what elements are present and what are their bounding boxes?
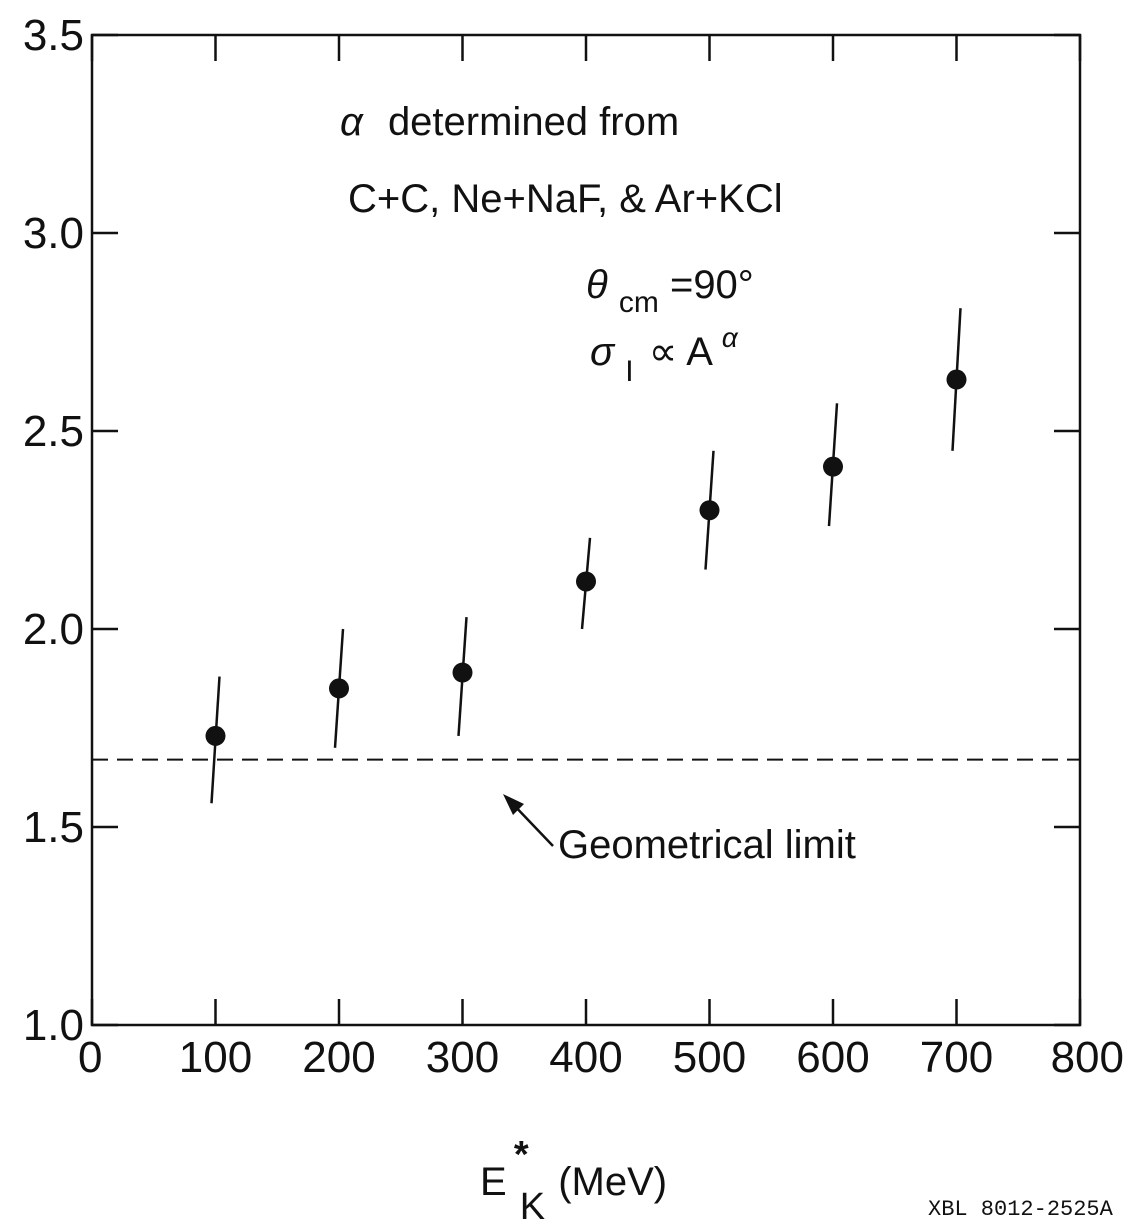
y-tick-label: 2.5	[23, 407, 84, 456]
sigma-superscript: α	[722, 322, 739, 353]
y-tick-label: 1.5	[23, 803, 84, 852]
data-point	[699, 450, 720, 570]
x-axis-label-subscript: K	[520, 1186, 545, 1227]
sigma-subscript: I	[625, 355, 633, 388]
y-tick-label: 3.5	[23, 11, 84, 60]
x-tick-label: 700	[920, 1033, 993, 1082]
theta-symbol: θ	[586, 263, 608, 307]
x-tick-label: 800	[1051, 1033, 1124, 1082]
annotation-block: α determined from C+C, Ne+NaF, & Ar+KCl …	[340, 100, 783, 390]
geometrical-limit-label: Geometrical limit	[558, 823, 856, 867]
x-tick-label: 200	[302, 1033, 375, 1082]
x-tick-label: 600	[796, 1033, 869, 1082]
data-point	[205, 676, 226, 804]
annotation-line-1-text: determined from	[388, 100, 679, 144]
theta-label: θ cm =90°	[586, 263, 754, 321]
data-point	[946, 308, 967, 451]
theta-value: =90°	[670, 263, 754, 307]
data-point	[329, 628, 349, 748]
sigma-symbol: σ	[590, 330, 616, 374]
data-point-marker	[823, 456, 843, 477]
x-axis-label: E * K (MeV)	[480, 1132, 667, 1227]
y-tick-label: 1.0	[23, 1001, 84, 1050]
x-axis-tick-labels: 0 100 200 300 400 500 600 700 800	[78, 1033, 1124, 1082]
x-tick-label: 400	[549, 1033, 622, 1082]
svg-text:E * K (MeV): E * K (MeV)	[480, 1132, 667, 1227]
data-point-marker	[699, 500, 720, 521]
data-point-marker	[452, 662, 473, 683]
geometrical-limit-arrow-head	[503, 794, 524, 815]
x-tick-label: 0	[78, 1033, 102, 1082]
y-tick-label: 2.0	[23, 605, 84, 654]
x-axis-ticks	[90, 35, 1082, 1025]
annotation-line-1: α determined from	[340, 100, 679, 144]
x-axis-label-unit: (MeV)	[558, 1160, 667, 1204]
data-point	[823, 403, 843, 527]
sigma-label: σ I ∝ A α	[590, 322, 739, 390]
data-point-marker	[946, 369, 967, 390]
y-tick-label: 3.0	[23, 209, 84, 258]
annotation-line-2: C+C, Ne+NaF, & Ar+KCl	[348, 177, 783, 221]
y-axis-ticks	[92, 33, 1080, 1027]
data-point-marker	[205, 725, 226, 746]
alpha-symbol: α	[340, 100, 364, 144]
data-point-marker	[329, 678, 349, 699]
figure-identifier: XBL 8012-2525A	[928, 1197, 1114, 1222]
x-tick-label: 300	[426, 1033, 499, 1082]
data-point	[576, 537, 596, 630]
x-axis-label-superscript: *	[514, 1134, 529, 1176]
x-tick-label: 500	[673, 1033, 746, 1082]
x-tick-label: 100	[179, 1033, 252, 1082]
reference-line-group: Geometrical limit	[92, 758, 1080, 867]
sigma-relation: ∝ A	[649, 330, 713, 374]
data-points	[205, 308, 967, 804]
y-axis-tick-labels: 1.0 1.5 2.0 2.5 3.0 3.5	[23, 11, 84, 1050]
data-point-marker	[576, 571, 596, 592]
data-point	[452, 617, 473, 737]
theta-subscript: cm	[619, 286, 659, 319]
x-axis-label-main: E	[480, 1160, 507, 1204]
